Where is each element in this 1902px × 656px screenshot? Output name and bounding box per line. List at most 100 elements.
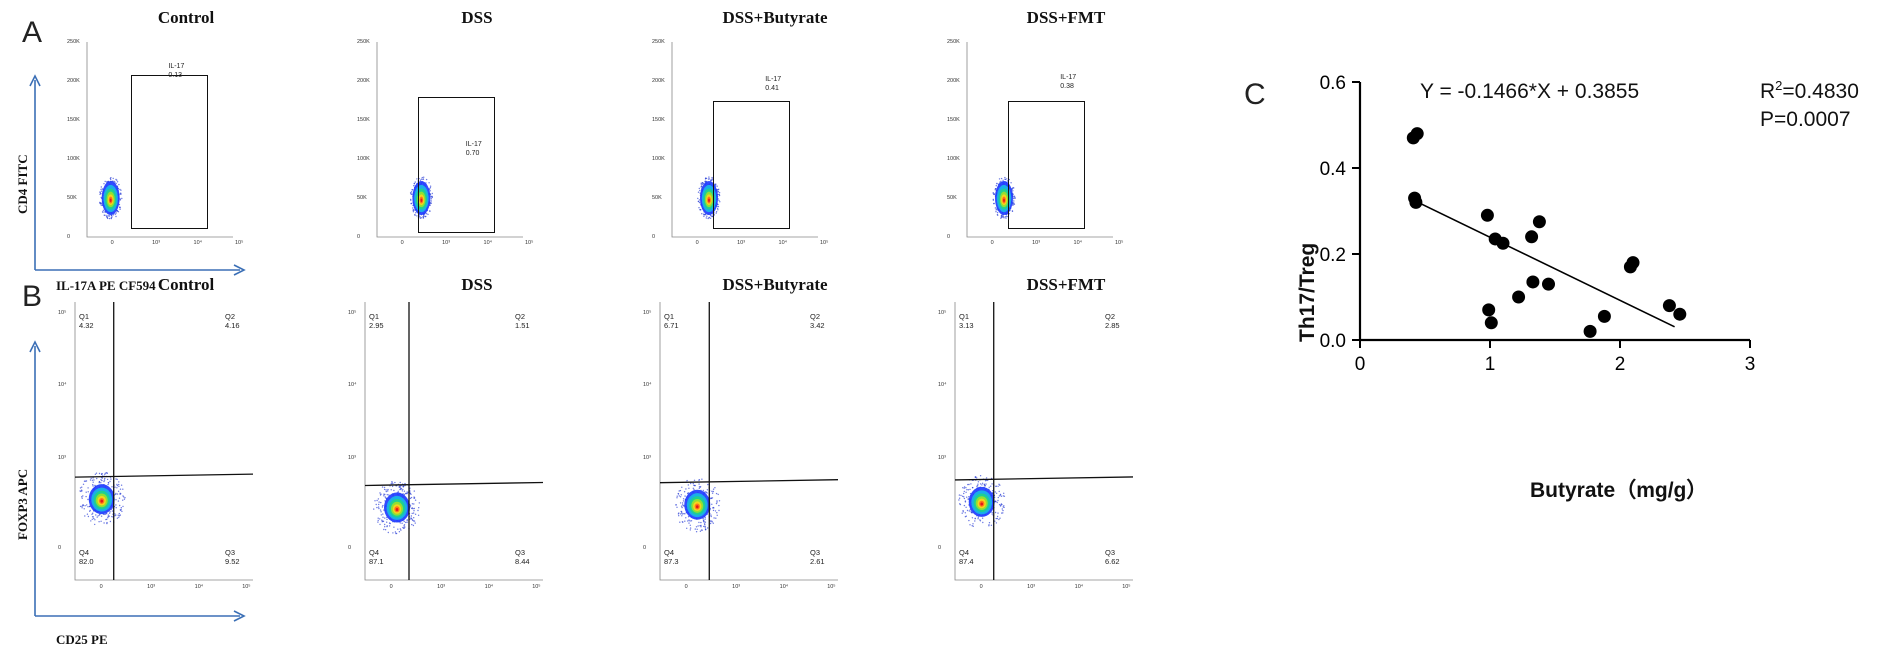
scatter-point — [1512, 290, 1526, 304]
flow-a-title-2: DSS+Butyrate — [722, 8, 828, 27]
cell-density-cloud — [79, 472, 126, 526]
quadrant-value: 82.0 — [79, 557, 94, 566]
scatter-point — [1542, 277, 1555, 291]
flow-b-xtick: 0 — [99, 584, 103, 590]
cell-density-cloud — [373, 481, 420, 535]
flow-b-ytick: 10⁴ — [643, 382, 652, 389]
x-tick-label: 2 — [1615, 354, 1626, 375]
flow-b-title-0: Control — [157, 275, 215, 294]
flow-a-ytick: 100K — [357, 156, 370, 162]
flow-a-title-0: Control — [157, 8, 215, 27]
panel-a-y-axis-label: CD4 FITC — [15, 154, 30, 214]
flow-a-xtick: 10⁵ — [1115, 240, 1124, 246]
panel-a-letter: A — [22, 16, 43, 49]
flow-b-plot-3: 10⁵ 10⁴ 10³ 0 0 10³ 10⁴ 10⁵ Q1 3.13 Q2 2.85 Q3 6.62 Q4… — [935, 300, 1135, 600]
flow-b-q4-label: Q4 87.4 — [959, 548, 974, 566]
flow-b-plot-2: 10⁵ 10⁴ 10³ 0 0 10³ 10⁴ 10⁵ Q1 6.71 Q2 3.42 Q3 2.61 Q4… — [640, 300, 840, 600]
flow-b-xtick: 10³ — [732, 584, 741, 590]
flow-b-ytick: 10⁴ — [58, 382, 67, 389]
gate-value: 0.38 — [1060, 83, 1074, 91]
quadrant-name: Q2 — [810, 312, 821, 321]
quadrant-value: 4.32 — [79, 321, 94, 330]
flow-a-ytick: 250K — [652, 39, 665, 45]
flow-b-q1-label: Q1 6.71 — [664, 312, 679, 330]
quadrant-value: 3.13 — [959, 321, 974, 330]
quadrant-value: 6.62 — [1105, 557, 1120, 566]
y-tick-label: 0.2 — [1320, 245, 1346, 266]
flow-b-ytick: 10³ — [348, 454, 356, 461]
flow-a-plot-frame-0 — [86, 42, 233, 238]
flow-b-plot-0: 10⁵ 10⁴ 10³ 0 0 10³ 10⁴ 10⁵ Q1 4.32 Q2 4.16 Q3 9.52 Q4… — [55, 300, 255, 600]
quadrant-name: Q1 — [664, 312, 675, 321]
flow-a-ytick: 150K — [652, 117, 665, 123]
flow-b-xtick: 10⁵ — [1122, 584, 1131, 590]
flow-b-title-1: DSS — [461, 275, 493, 294]
quadrant-name: Q1 — [369, 312, 380, 321]
y-tick-label: 0.6 — [1320, 73, 1346, 94]
quadrant-value: 2.95 — [369, 321, 384, 330]
quadrant-name: Q2 — [225, 312, 236, 321]
gate-name: IL-17 — [168, 62, 185, 70]
flow-b-q1-label: Q1 4.32 — [79, 312, 94, 330]
scatter-point — [1532, 215, 1546, 229]
panel-a-axis-arrows — [29, 74, 246, 276]
r-squared-number: =0.4830 — [1782, 80, 1859, 103]
scatter-point — [1662, 299, 1676, 313]
flow-a-plot-0: 250K 200K 150K 100K 50K 0 0 10³ 10⁴ 10⁵ IL-17 0.13 — [65, 39, 243, 255]
flow-a-xtick: 0 — [695, 240, 699, 246]
flow-b-xtick: 10³ — [147, 584, 156, 590]
flow-b-plot-frame-2 — [659, 302, 839, 581]
quadrant-name: Q2 — [515, 312, 526, 321]
flow-a-gate-2 — [713, 100, 791, 230]
quadrant-value: 2.61 — [810, 557, 825, 566]
scatter-point — [1673, 307, 1687, 321]
flow-a-ytick: 250K — [67, 39, 80, 45]
flow-b-ytick: 10³ — [643, 454, 651, 461]
gate-name: IL-17 — [1060, 74, 1077, 82]
flow-a-ytick: 100K — [652, 156, 665, 162]
flow-b-xtick: 10⁴ — [194, 584, 204, 590]
flow-b-xtick: 10³ — [1027, 584, 1036, 590]
scatter-point — [1410, 127, 1424, 141]
flow-b-ytick: 0 — [58, 544, 62, 551]
flow-b-plot-frame-3 — [954, 302, 1134, 581]
flow-b-xtick: 10⁴ — [1074, 584, 1084, 590]
flow-b-plot-frame-1 — [364, 302, 544, 581]
flow-a-title-1: DSS — [461, 8, 493, 27]
flow-b-q2-label: Q2 3.42 — [810, 312, 825, 330]
panel-c-scatter-chart: 0 1 2 3 0.0 0.2 0.4 0.6 — [1320, 73, 1756, 375]
gate-name: IL-17 — [765, 76, 782, 84]
flow-b-xtick: 10⁵ — [242, 584, 251, 590]
quadrant-name: Q4 — [369, 548, 380, 557]
flow-b-q2-label: Q2 4.16 — [225, 312, 240, 330]
flow-a-ytick: 250K — [357, 39, 370, 45]
flow-a-title-3: DSS+FMT — [1026, 8, 1106, 27]
flow-b-ytick: 10⁴ — [348, 382, 357, 389]
flow-a-ytick: 50K — [357, 195, 367, 201]
scatter-axes — [1358, 82, 1750, 342]
flow-b-plot-1: 10⁵ 10⁴ 10³ 0 0 10³ 10⁴ 10⁵ Q1 2.95 Q2 1.51 Q3 8.44 Q4… — [345, 300, 545, 600]
quadrant-value: 4.16 — [225, 321, 240, 330]
scatter-regression-line — [1412, 199, 1675, 328]
flow-b-q4-label: Q4 87.1 — [369, 548, 384, 566]
flow-b-xtick: 0 — [684, 584, 688, 590]
flow-b-ytick: 10⁵ — [58, 310, 67, 316]
flow-b-q1-label: Q1 3.13 — [959, 312, 974, 330]
flow-a-xtick: 10⁴ — [1073, 240, 1083, 246]
panel-a-x-axis-label: IL-17A PE CF594 — [56, 278, 156, 293]
flow-a-ytick: 0 — [357, 234, 361, 240]
panel-b-letter: B — [22, 280, 43, 313]
flow-a-gate-0 — [131, 75, 209, 230]
flow-a-gate-label-3: IL-17 0.38 — [1060, 73, 1076, 91]
flow-a-xtick: 10⁴ — [778, 240, 788, 246]
quadrant-name: Q4 — [79, 548, 90, 557]
scatter-point — [1496, 236, 1510, 250]
flow-a-gate-1 — [418, 96, 496, 234]
flow-a-xtick: 10⁴ — [193, 240, 203, 246]
flow-b-ytick: 10³ — [58, 454, 66, 461]
flow-a-ytick: 100K — [947, 156, 960, 162]
scatter-point — [1583, 324, 1597, 338]
flow-b-ytick: 0 — [938, 544, 942, 551]
flow-a-xtick: 10³ — [1032, 240, 1041, 246]
scatter-point — [1626, 256, 1640, 270]
